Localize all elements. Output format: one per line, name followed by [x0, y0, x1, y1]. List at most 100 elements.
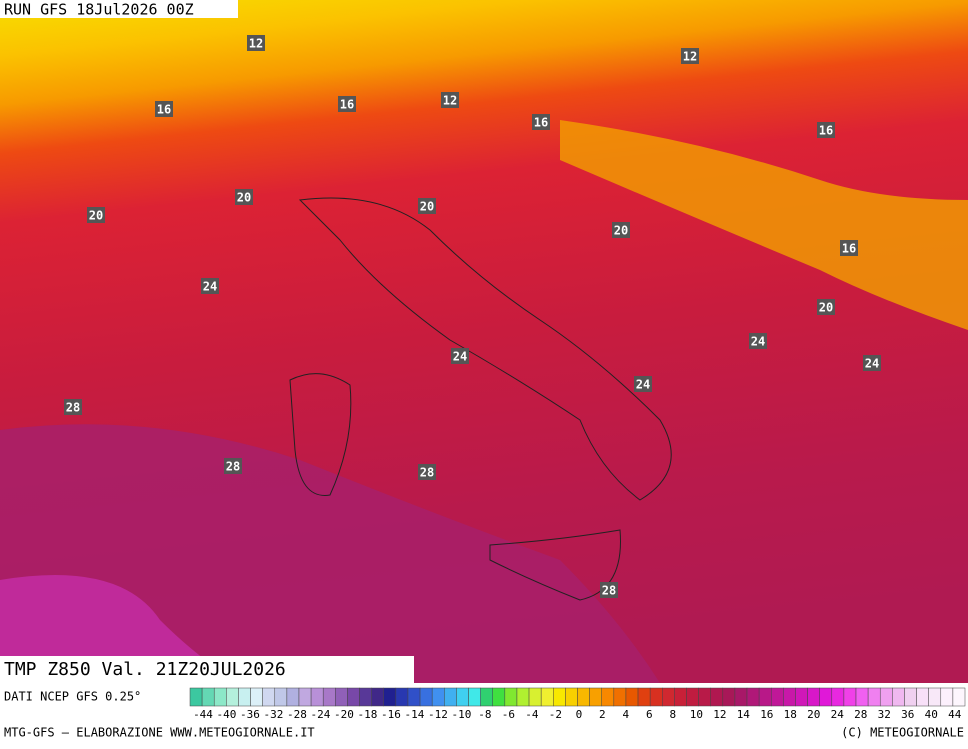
legend-label: -36	[240, 708, 260, 721]
contour-label-box	[634, 376, 652, 392]
legend-swatch	[940, 687, 954, 707]
legend-swatch	[771, 687, 784, 707]
legend-swatch	[540, 687, 554, 707]
contour-label: 20	[819, 301, 833, 315]
coastline	[298, 197, 672, 501]
legend-swatch	[686, 687, 699, 707]
contour-label-box	[247, 35, 265, 51]
legend-swatch	[516, 687, 530, 707]
legend-label: 16	[760, 708, 773, 721]
legend-label: -24	[311, 708, 331, 721]
legend-swatch	[892, 687, 905, 707]
legend-swatch	[843, 687, 857, 707]
legend-label: 6	[646, 708, 653, 721]
coastline-sicily	[489, 529, 621, 601]
legend-swatch	[201, 687, 215, 707]
copyright-label: (C) METEOGIORNALE	[841, 726, 964, 740]
legend-swatch	[480, 687, 493, 707]
legend-label: 4	[623, 708, 630, 721]
contour-label-box	[338, 96, 356, 112]
legend-label: -6	[502, 708, 515, 721]
contour-label-box	[155, 101, 173, 117]
legend-label: 0	[576, 708, 583, 721]
field-box	[0, 656, 414, 683]
legend-label: 24	[831, 708, 845, 721]
contour-label: 20	[614, 224, 628, 238]
legend-swatch	[807, 687, 820, 707]
legend-swatch	[395, 687, 409, 707]
contour-label-box	[817, 299, 835, 315]
legend-swatch	[831, 687, 845, 707]
contour-label-box	[418, 198, 436, 214]
legend-swatch	[565, 687, 578, 707]
legend-label: -32	[264, 708, 284, 721]
legend-swatch	[322, 687, 336, 707]
legend-label: 20	[807, 708, 820, 721]
legend-swatch	[274, 687, 288, 707]
legend-label: -12	[428, 708, 448, 721]
legend-label: -4	[525, 708, 539, 721]
legend-label: -40	[217, 708, 237, 721]
legend-swatch	[456, 687, 469, 707]
legend-swatch	[577, 687, 590, 707]
contour-label-box	[817, 122, 835, 138]
contour-label: 16	[842, 242, 856, 256]
contour-label-box	[235, 189, 253, 205]
legend-swatch	[383, 687, 397, 707]
credit-label: MTG-GFS — ELABORAZIONE WWW.METEOGIORNALE…	[4, 726, 315, 740]
legend-swatch	[347, 687, 360, 707]
legend-label: 2	[599, 708, 606, 721]
legend-swatch	[444, 687, 457, 707]
contour-label-box	[224, 458, 242, 474]
contour-label: 16	[340, 98, 354, 112]
contour-label: 28	[420, 466, 434, 480]
contour-label: 20	[89, 209, 103, 223]
contour-label: 28	[602, 584, 616, 598]
contour-label: 12	[683, 50, 697, 64]
contour-label-box	[532, 114, 550, 130]
legend-swatch	[674, 687, 687, 707]
legend-label: 12	[713, 708, 726, 721]
legend-label: 36	[901, 708, 914, 721]
header-box	[0, 0, 238, 18]
legend-swatch	[783, 687, 796, 707]
contour-labels: 12 12 16 16 12 16 16 20 20 20 20 16 20 24 24 24 24 24 28 28…	[64, 35, 881, 598]
legend-swatch	[492, 687, 506, 707]
legend-swatch	[855, 687, 869, 707]
legend-swatch	[189, 687, 203, 707]
contour-label: 12	[443, 94, 457, 108]
legend-swatch	[504, 687, 518, 707]
legend-swatch	[286, 687, 300, 707]
legend-swatch	[879, 687, 893, 707]
legend-label: -10	[451, 708, 471, 721]
contour-label: 24	[636, 378, 650, 392]
legend-swatch	[867, 687, 881, 707]
legend-swatch	[698, 687, 711, 707]
legend-label: -2	[549, 708, 562, 721]
legend-swatch	[952, 687, 966, 707]
contour-label: 24	[865, 357, 879, 371]
legend-swatch	[226, 687, 239, 707]
legend-swatch	[407, 687, 421, 707]
legend-swatch	[213, 687, 227, 707]
contour-label: 24	[751, 335, 765, 349]
legend-label: -20	[334, 708, 354, 721]
legend-swatch	[758, 687, 772, 707]
legend-swatch	[601, 687, 615, 707]
legend-label: 10	[690, 708, 703, 721]
field-label: TMP Z850 Val. 21Z20JUL2026	[4, 659, 286, 680]
contour-label-box	[600, 582, 618, 598]
legend-swatch	[310, 687, 324, 707]
legend-swatch	[710, 687, 724, 707]
contour-label-box	[87, 207, 105, 223]
contour-label: 12	[249, 37, 263, 51]
legend-label: -28	[287, 708, 307, 721]
legend-swatch	[419, 687, 433, 707]
hot-band	[0, 424, 660, 683]
legend-swatch	[928, 687, 942, 707]
legend-swatch	[625, 687, 639, 707]
legend-swatch	[431, 687, 445, 707]
legend-swatch	[468, 687, 481, 707]
contour-label-box	[749, 333, 767, 349]
